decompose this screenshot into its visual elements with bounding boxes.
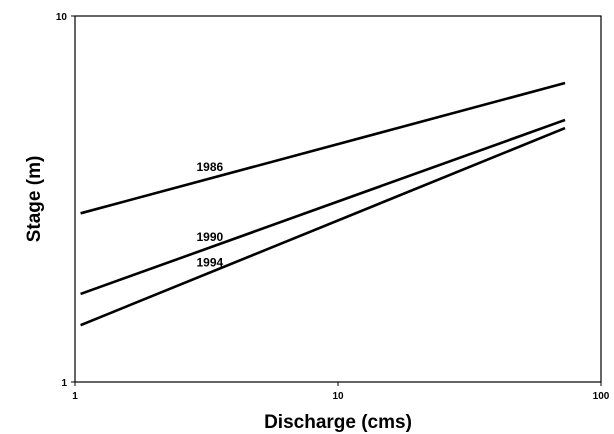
- series-label: 1986: [196, 160, 223, 174]
- y-tick-label: 10: [56, 12, 68, 23]
- plot-frame: [74, 15, 602, 383]
- y-tick-label: 1: [61, 378, 67, 389]
- x-tick-label: 100: [593, 391, 610, 402]
- series-line: [80, 81, 566, 215]
- y-axis-label: Stage (m): [24, 156, 45, 243]
- x-tick-label: 10: [332, 391, 344, 402]
- series-line: [80, 118, 566, 296]
- x-tick-label: 1: [72, 391, 78, 402]
- series-line: [80, 126, 566, 327]
- series-label: 1990: [196, 230, 223, 244]
- x-axis-label: Discharge (cms): [264, 412, 412, 433]
- series-label: 1994: [196, 255, 223, 269]
